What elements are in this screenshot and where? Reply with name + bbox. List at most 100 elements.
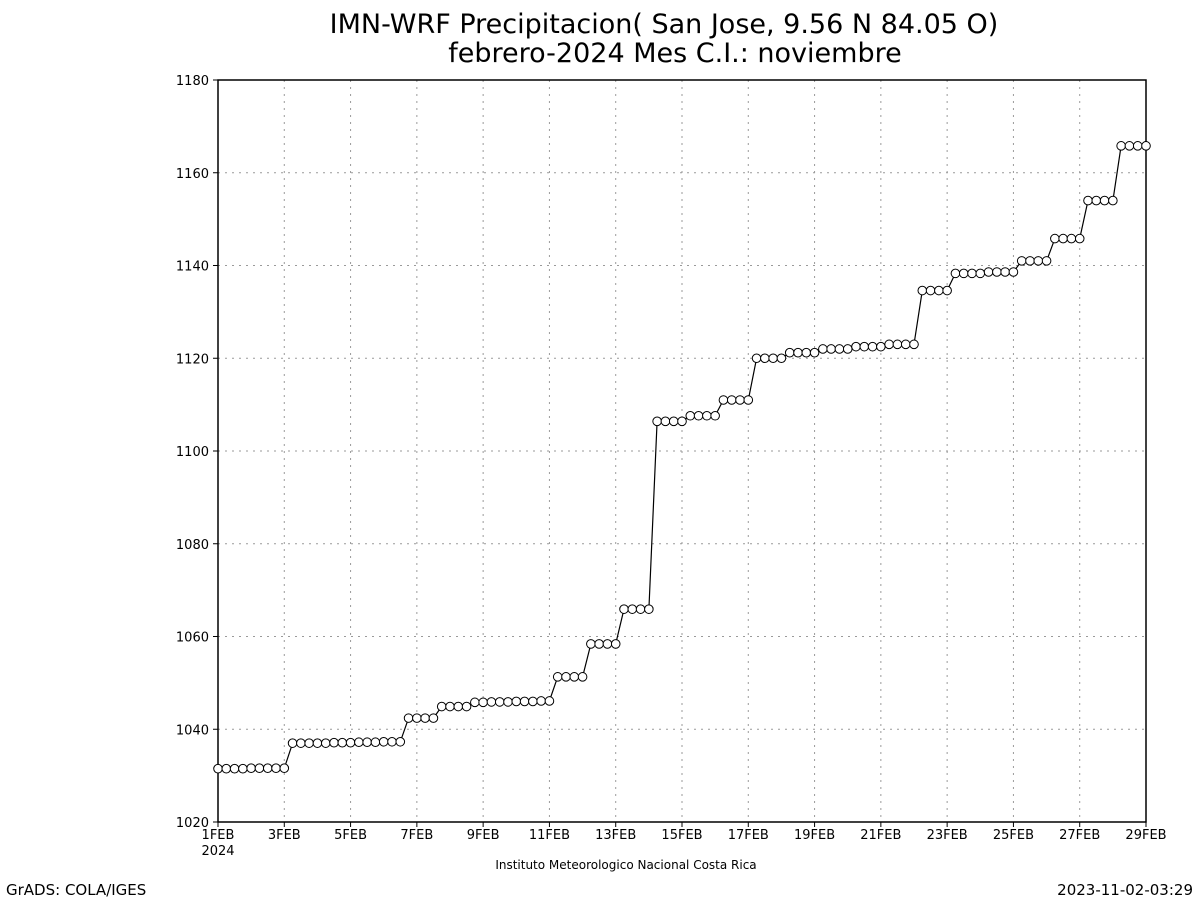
data-point [486,697,497,707]
data-point [420,713,430,723]
data-point [693,410,704,421]
data-point [544,696,555,706]
data-point [271,763,281,774]
data-point [1058,233,1068,244]
data-point [337,737,348,748]
x-tick-label: 13FEB [595,828,636,843]
data-point [478,697,488,708]
y-tick-label: 1080 [176,538,209,553]
data-point [229,763,240,774]
series-precipitation [213,141,1151,774]
data-point [793,347,803,358]
data-point [519,696,530,707]
x-tick-label: 11FEB [529,828,570,843]
data-point [461,701,472,712]
x-tick-label: 9FEB [467,828,500,843]
data-point [934,285,944,296]
data-point [1074,233,1085,244]
data-point [577,672,588,682]
data-point [842,344,853,354]
data-point [445,701,455,712]
grid-lines [218,80,1146,822]
data-point [238,763,248,774]
data-point [892,339,903,350]
data-point [1132,141,1143,151]
data-point [1066,233,1077,244]
data-point [296,738,306,748]
y-tick-label: 1100 [176,445,209,460]
data-point [851,341,861,352]
x-tick-label: 29FEB [1125,828,1166,843]
data-point [834,344,845,354]
data-point [668,416,679,427]
y-tick-label: 1040 [176,723,209,738]
data-point [403,713,414,723]
data-point [950,268,961,279]
x-tick-label: 25FEB [993,828,1034,843]
data-point [395,736,406,747]
data-point [726,395,737,405]
data-point [784,347,795,358]
data-point [652,416,662,427]
x-tick-label: 5FEB [334,828,367,843]
data-point [345,737,356,748]
data-point [619,604,629,614]
data-point [909,339,919,350]
y-tick-label: 1020 [176,816,209,831]
data-point [1050,233,1060,244]
data-point [983,267,994,277]
x-tick-label: 17FEB [728,828,769,843]
data-point [262,763,273,774]
data-point [1091,195,1102,206]
data-point [900,339,911,350]
data-point [470,697,480,708]
x-tick-label: 21FEB [860,828,901,843]
data-point [743,395,754,405]
data-point [586,639,596,649]
data-point [942,285,952,296]
institution-label: Instituto Meteorologico Nacional Costa R… [495,858,756,872]
data-point [552,672,563,682]
x-tick-label: 19FEB [794,828,835,843]
data-point [735,395,745,405]
data-point [867,341,878,352]
data-point [751,353,762,364]
data-point [917,285,928,296]
data-point [287,738,298,748]
chart-subtitle: febrero-2024 Mes C.I.: noviembre [448,38,901,69]
data-point [975,268,986,279]
data-point [1099,195,1110,206]
data-point [254,763,265,774]
data-point [1041,256,1052,266]
data-point [660,416,671,427]
data-point [213,763,223,774]
data-point [279,763,290,774]
data-point [362,737,372,748]
data-point [304,738,314,748]
data-point [494,697,505,707]
y-tick-label: 1120 [176,352,209,367]
data-point [561,672,571,682]
data-point [809,347,820,358]
data-point [627,604,638,614]
data-point [1016,256,1027,266]
data-point [876,341,886,352]
data-point [818,344,828,354]
data-point [635,604,646,614]
data-point [503,697,513,707]
data-point [387,736,397,747]
data-point [859,341,870,352]
data-point [1000,267,1010,277]
data-point [710,410,720,421]
data-point [1083,195,1093,206]
data-point [1025,256,1035,266]
data-point [644,604,654,614]
data-point [1141,141,1151,151]
data-point [958,268,969,279]
y-tick-label: 1180 [176,74,209,89]
data-point [925,285,936,296]
data-point [312,738,323,748]
data-point [776,353,787,364]
data-point [1033,256,1044,266]
